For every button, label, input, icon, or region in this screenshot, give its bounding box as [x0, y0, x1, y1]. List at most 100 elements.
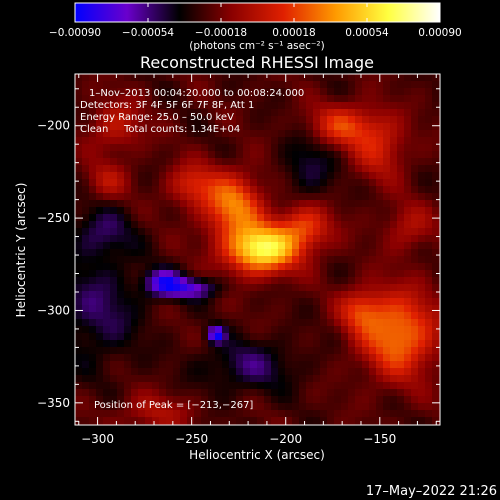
heatmap-cell: [215, 333, 223, 341]
heatmap-cell: [201, 263, 209, 271]
heatmap-cell: [243, 144, 251, 152]
heatmap-cell: [131, 305, 139, 313]
heatmap-cell: [250, 228, 258, 236]
heatmap-cell: [306, 403, 314, 411]
heatmap-cell: [201, 95, 209, 103]
heatmap-cell: [187, 81, 195, 89]
heatmap-cell: [397, 305, 405, 313]
heatmap-cell: [299, 333, 307, 341]
heatmap-cell: [341, 186, 349, 194]
heatmap-cell: [145, 242, 153, 250]
heatmap-cell: [383, 74, 391, 82]
heatmap-cell: [222, 410, 230, 418]
heatmap-cell: [397, 130, 405, 138]
heatmap-cell: [278, 235, 286, 243]
heatmap-cell: [432, 88, 440, 96]
heatmap-cell: [138, 305, 146, 313]
heatmap-cell: [194, 228, 202, 236]
heatmap-cell: [110, 249, 118, 257]
heatmap-cell: [201, 333, 209, 341]
heatmap-cell: [411, 130, 419, 138]
heatmap-cell: [411, 277, 419, 285]
heatmap-cell: [110, 382, 118, 390]
heatmap-cell: [285, 270, 293, 278]
heatmap-cell: [89, 81, 97, 89]
heatmap-cell: [278, 81, 286, 89]
heatmap-cell: [425, 81, 433, 89]
heatmap-cell: [89, 200, 97, 208]
heatmap-cell: [152, 74, 160, 82]
heatmap-cell: [313, 109, 321, 117]
heatmap-cell: [96, 389, 104, 397]
heatmap-cell: [292, 396, 300, 404]
heatmap-cell: [215, 396, 223, 404]
heatmap-cell: [103, 298, 111, 306]
heatmap-cell: [411, 116, 419, 124]
heatmap-cell: [215, 228, 223, 236]
heatmap-cell: [397, 165, 405, 173]
heatmap-cell: [75, 151, 83, 159]
heatmap-cell: [173, 263, 181, 271]
heatmap-cell: [236, 102, 244, 110]
heatmap-cell: [299, 319, 307, 327]
heatmap-cell: [222, 144, 230, 152]
heatmap-cell: [425, 95, 433, 103]
heatmap-cell: [215, 193, 223, 201]
heatmap-cell: [89, 403, 97, 411]
heatmap-cell: [180, 333, 188, 341]
heatmap-cell: [173, 137, 181, 145]
heatmap-cell: [334, 137, 342, 145]
heatmap-cell: [278, 193, 286, 201]
heatmap-cell: [152, 242, 160, 250]
heatmap-cell: [257, 193, 265, 201]
heatmap-cell: [173, 340, 181, 348]
heatmap-cell: [215, 214, 223, 222]
heatmap-cell: [194, 137, 202, 145]
heatmap-cell: [96, 214, 104, 222]
heatmap-cell: [96, 95, 104, 103]
heatmap-cell: [348, 200, 356, 208]
heatmap-cell: [327, 305, 335, 313]
heatmap-cell: [418, 375, 426, 383]
heatmap-cell: [334, 116, 342, 124]
heatmap-cell: [250, 312, 258, 320]
heatmap-cell: [327, 347, 335, 355]
heatmap-cell: [264, 326, 272, 334]
heatmap-cell: [271, 214, 279, 222]
heatmap-cell: [320, 368, 328, 376]
heatmap-cell: [250, 95, 258, 103]
heatmap-cell: [124, 102, 132, 110]
heatmap-cell: [117, 396, 125, 404]
heatmap-cell: [411, 207, 419, 215]
heatmap-cell: [131, 144, 139, 152]
heatmap-cell: [201, 81, 209, 89]
heatmap-cell: [138, 179, 146, 187]
heatmap-cell: [320, 256, 328, 264]
heatmap-cell: [257, 354, 265, 362]
heatmap-cell: [299, 368, 307, 376]
heatmap-cell: [208, 403, 216, 411]
heatmap-cell: [341, 361, 349, 369]
heatmap-cell: [173, 88, 181, 96]
heatmap-cell: [236, 347, 244, 355]
heatmap-cell: [82, 403, 90, 411]
heatmap-cell: [103, 179, 111, 187]
heatmap-cell: [264, 116, 272, 124]
heatmap-cell: [201, 270, 209, 278]
heatmap-cell: [383, 144, 391, 152]
heatmap-cell: [404, 354, 412, 362]
heatmap-cell: [285, 130, 293, 138]
heatmap-cell: [180, 130, 188, 138]
heatmap-cell: [271, 270, 279, 278]
heatmap-cell: [152, 151, 160, 159]
heatmap-cell: [110, 102, 118, 110]
heatmap-cell: [376, 375, 384, 383]
heatmap-cell: [432, 256, 440, 264]
heatmap-cell: [362, 102, 370, 110]
heatmap-cell: [306, 305, 314, 313]
heatmap-cell: [425, 242, 433, 250]
heatmap-cell: [152, 137, 160, 145]
heatmap-cell: [152, 291, 160, 299]
heatmap-cell: [383, 200, 391, 208]
heatmap-cell: [75, 123, 83, 131]
